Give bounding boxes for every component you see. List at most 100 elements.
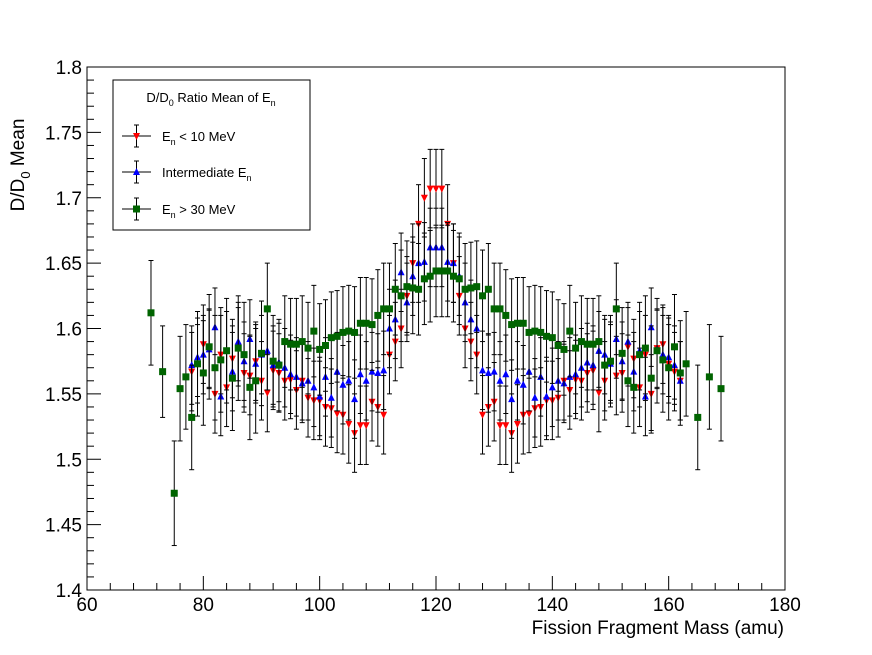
legend-entry-intermediate: Intermediate En xyxy=(122,160,252,184)
y-axis-label: D/D0 Mean xyxy=(8,119,33,212)
data-point-high xyxy=(194,360,202,368)
data-point-intermediate xyxy=(531,393,539,401)
data-point-low xyxy=(380,411,388,419)
x-tick-label: 180 xyxy=(769,595,801,616)
data-point-low xyxy=(513,420,521,428)
legend-entry-high: En > 30 MeV xyxy=(122,197,236,221)
data-point-low xyxy=(420,194,428,202)
y-tick-label: 1.4 xyxy=(56,581,83,602)
data-point-low xyxy=(263,389,271,397)
data-point-high xyxy=(572,344,580,352)
data-point-high xyxy=(345,327,353,335)
data-point-high xyxy=(397,292,405,300)
data-point-high xyxy=(223,347,231,355)
data-point-high xyxy=(351,328,359,336)
legend-entries: En < 10 MeV Intermediate En En > 30 MeV xyxy=(122,124,252,221)
data-layer xyxy=(147,148,725,547)
data-point-high xyxy=(287,340,295,348)
data-point-intermediate xyxy=(508,395,516,403)
data-point-high xyxy=(310,327,318,335)
data-point-low xyxy=(356,422,364,430)
data-point-intermediate xyxy=(362,376,370,384)
data-point-high xyxy=(653,347,661,355)
data-point-intermediate xyxy=(479,366,487,374)
legend-marker-intermediate xyxy=(133,168,140,175)
data-point-intermediate xyxy=(380,366,388,374)
data-point-high xyxy=(170,489,178,497)
data-point-high xyxy=(670,343,678,351)
data-point-high xyxy=(694,413,702,421)
legend-marker-high xyxy=(133,205,140,213)
data-point-high xyxy=(380,305,388,313)
data-point-low xyxy=(595,389,603,397)
data-point-high xyxy=(269,357,277,365)
data-point-high xyxy=(252,377,260,385)
data-point-high xyxy=(560,345,568,353)
data-point-intermediate xyxy=(502,370,510,378)
data-point-high xyxy=(333,332,341,340)
data-point-high xyxy=(188,413,196,421)
data-point-high xyxy=(502,311,510,319)
legend-entry-low: En < 10 MeV xyxy=(122,124,236,148)
data-point-high xyxy=(415,285,423,293)
y-tick-label: 1.5 xyxy=(56,450,82,471)
data-point-high xyxy=(577,338,585,346)
data-point-high xyxy=(298,338,306,346)
data-point-low xyxy=(333,410,341,418)
data-point-high xyxy=(403,283,411,291)
data-point-high xyxy=(176,385,184,393)
data-point-high xyxy=(531,327,539,335)
data-point-intermediate xyxy=(345,376,353,384)
data-point-intermediate xyxy=(548,383,556,391)
data-point-high xyxy=(147,309,155,317)
data-point-high xyxy=(420,275,428,283)
data-point-high xyxy=(409,284,417,292)
data-point-high xyxy=(182,373,190,381)
data-point-low xyxy=(496,422,504,430)
data-point-high xyxy=(368,321,376,329)
data-point-high xyxy=(455,275,463,283)
data-point-high xyxy=(647,374,655,382)
data-point-high xyxy=(513,319,521,327)
data-point-high xyxy=(705,373,713,381)
data-point-intermediate xyxy=(356,370,364,378)
data-point-high xyxy=(263,305,271,313)
data-point-high xyxy=(537,328,545,336)
data-point-high xyxy=(589,340,597,348)
x-axis-label: Fission Fragment Mass (amu) xyxy=(532,618,784,639)
data-point-high xyxy=(665,364,673,372)
data-point-intermediate xyxy=(496,376,504,384)
data-point-high xyxy=(525,328,533,336)
data-point-high xyxy=(566,327,574,335)
data-point-high xyxy=(234,344,242,352)
data-point-high xyxy=(246,383,254,391)
data-point-high xyxy=(217,356,225,364)
data-point-low xyxy=(345,420,353,428)
data-point-high xyxy=(601,361,609,369)
data-point-high xyxy=(240,351,248,359)
data-point-high xyxy=(682,360,690,368)
data-point-intermediate xyxy=(484,368,492,376)
data-point-high xyxy=(211,364,219,372)
data-point-high xyxy=(607,357,614,365)
data-point-high xyxy=(304,344,312,352)
y-tick-label: 1.75 xyxy=(45,123,82,144)
data-point-low xyxy=(432,185,440,193)
data-point-high xyxy=(641,344,649,352)
legend-marker-low xyxy=(133,133,140,140)
data-point-high xyxy=(543,332,551,340)
data-point-high xyxy=(316,345,324,353)
data-point-high xyxy=(519,319,527,327)
data-point-high xyxy=(228,374,236,382)
data-point-high xyxy=(159,368,167,376)
data-point-intermediate xyxy=(327,393,335,401)
data-point-high xyxy=(554,341,562,349)
legend-box xyxy=(112,79,311,231)
y-tick-label: 1.6 xyxy=(56,320,82,341)
data-point-high xyxy=(356,319,364,327)
data-point-low xyxy=(479,411,487,419)
data-point-high xyxy=(583,340,591,348)
data-point-high xyxy=(659,356,667,364)
data-point-high xyxy=(339,328,347,336)
data-point-high xyxy=(467,284,475,292)
